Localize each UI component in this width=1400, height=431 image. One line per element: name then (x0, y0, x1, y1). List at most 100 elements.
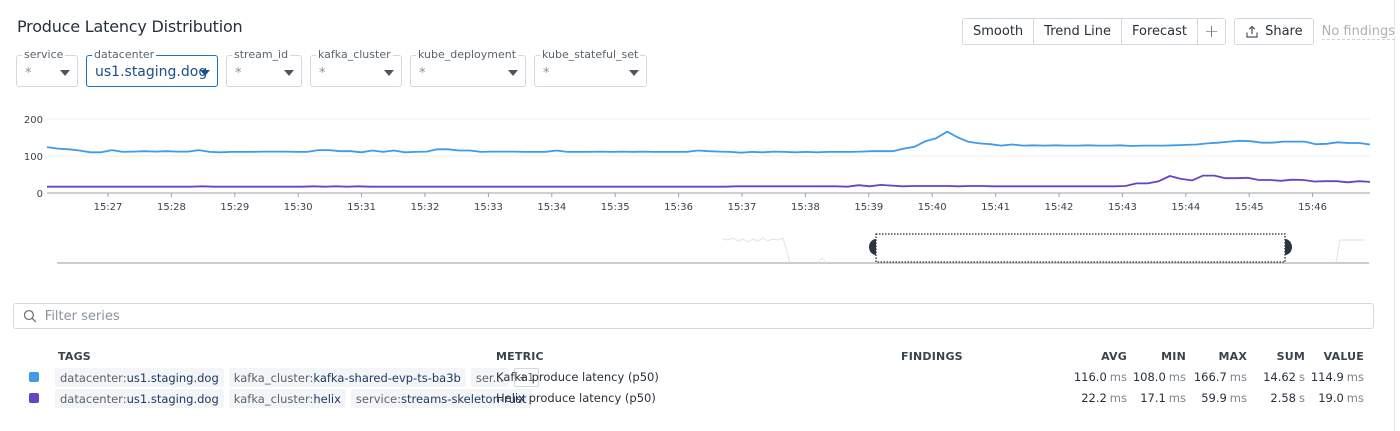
filter-value: us1.staging.dog (95, 64, 208, 80)
max-value: 59.9 ms (1201, 391, 1247, 405)
tag-key: kafka_cluster: (233, 391, 314, 406)
graph-options-group: Smooth Trend Line Forecast + (962, 18, 1227, 45)
min-value: 17.1 ms (1140, 391, 1186, 405)
sum-value: 2.58 s (1270, 391, 1305, 405)
filter-value: * (419, 66, 426, 81)
avg-value: 116.0 ms (1074, 370, 1127, 384)
tag-chip[interactable]: kafka_cluster: kafka-shared-evp-ts-ba3b (228, 368, 466, 387)
max-unit: ms (1229, 370, 1247, 384)
navigator-selection[interactable] (875, 233, 1286, 263)
smooth-button[interactable]: Smooth (963, 19, 1035, 44)
header-findings[interactable]: FINDINGS (901, 350, 963, 363)
x-tick-label: 15:40 (918, 202, 947, 213)
share-icon (1246, 25, 1258, 38)
series-line[interactable] (47, 174, 1371, 188)
avg-number: 22.2 (1081, 391, 1107, 405)
filter-kube-deployment[interactable]: kube_deployment * (410, 49, 526, 87)
navigator-canvas[interactable] (0, 225, 1400, 270)
tag-chip[interactable]: kafka_cluster: helix (228, 389, 346, 408)
header-avg[interactable]: AVG (1101, 350, 1127, 363)
tag-chip[interactable]: datacenter: us1.staging.dog (55, 389, 224, 408)
filter-value: * (25, 66, 32, 81)
current-value: 114.9 ms (1311, 370, 1364, 384)
tag-key: kafka_cluster: (233, 370, 314, 385)
series-line[interactable] (46, 130, 1371, 154)
share-label: Share (1265, 24, 1303, 39)
more-tags-button[interactable]: +1 (513, 368, 540, 387)
header-value[interactable]: VALUE (1323, 350, 1364, 363)
share-button[interactable]: Share (1234, 18, 1314, 45)
caret-down-icon (508, 70, 518, 76)
series-tags: datacenter: us1.staging.dog kafka_cluster… (55, 389, 532, 408)
tag-chip[interactable]: datacenter: us1.staging.dog (55, 368, 224, 387)
value-number: 19.0 (1318, 391, 1344, 405)
header-min[interactable]: MIN (1161, 350, 1186, 363)
header-metric[interactable]: METRIC (496, 350, 544, 363)
findings-status[interactable]: No findings (1321, 23, 1395, 40)
tag-chip[interactable]: service: streams-skeleton-rust (350, 389, 532, 408)
min-unit: ms (1168, 370, 1186, 384)
filter-value: * (543, 66, 550, 81)
filter-series-input[interactable] (44, 308, 1373, 324)
x-tick-label: 15:38 (791, 202, 820, 213)
trend-line-button[interactable]: Trend Line (1034, 19, 1122, 44)
legend-row[interactable]: datacenter: us1.staging.dog kafka_cluster… (0, 367, 1400, 387)
x-tick-label: 15:39 (854, 202, 883, 213)
metric-name: Helix produce latency (p50) (496, 391, 656, 405)
time-navigator[interactable] (0, 225, 1400, 270)
max-number: 166.7 (1193, 370, 1227, 384)
left-handle-icon[interactable] (869, 239, 876, 255)
header-tags[interactable]: TAGS (58, 350, 91, 363)
navigator-preview-line (1335, 239, 1365, 264)
x-tick-label: 15:33 (474, 202, 503, 213)
sum-unit: s (1299, 391, 1305, 405)
filter-series-search[interactable] (13, 303, 1374, 329)
filter-label: stream_id (232, 48, 291, 61)
tag-key: service: (355, 391, 401, 406)
header-sum[interactable]: SUM (1276, 350, 1305, 363)
series-color-swatch[interactable] (29, 372, 39, 382)
filter-datacenter[interactable]: datacenter us1.staging.dog (86, 49, 218, 87)
timeseries-chart[interactable]: 0 100 200 15:27 15:28 15:29 15:30 15:31 15:32 15:… (0, 105, 1400, 220)
x-tick-label: 15:36 (664, 202, 693, 213)
filter-label: kube_stateful_set (540, 48, 641, 61)
caret-down-icon (60, 70, 70, 76)
value-unit: ms (1346, 370, 1364, 384)
tag-chip[interactable]: ser... (470, 368, 509, 387)
value-number: 114.9 (1310, 370, 1344, 384)
max-unit: ms (1229, 391, 1247, 405)
avg-unit: ms (1109, 370, 1127, 384)
filter-label: datacenter (92, 48, 157, 61)
y-tick-label: 200 (24, 115, 43, 126)
sum-number: 2.58 (1270, 391, 1296, 405)
min-value: 108.0 ms (1133, 370, 1186, 384)
navigator-preview-line (817, 257, 827, 264)
filter-stream-id[interactable]: stream_id * (226, 49, 302, 87)
sum-number: 14.62 (1263, 370, 1296, 384)
tag-key: datacenter: (60, 391, 127, 406)
legend-row[interactable]: datacenter: us1.staging.dog kafka_cluster… (0, 388, 1400, 408)
filter-label: kube_deployment (416, 48, 519, 61)
x-tick-label: 15:28 (157, 202, 186, 213)
panel-right-border (1394, 0, 1395, 431)
min-unit: ms (1168, 391, 1186, 405)
max-value: 166.7 ms (1194, 370, 1247, 384)
caret-down-icon (629, 70, 639, 76)
x-tick-label: 15:45 (1235, 202, 1264, 213)
tag-value: us1.staging.dog (126, 370, 219, 385)
filter-kube-stateful-set[interactable]: kube_stateful_set * (534, 49, 647, 87)
header-max[interactable]: MAX (1218, 350, 1247, 363)
filter-label: kafka_cluster (316, 48, 393, 61)
series-color-swatch[interactable] (29, 393, 39, 403)
filter-kafka-cluster[interactable]: kafka_cluster * (310, 49, 402, 87)
avg-unit: ms (1109, 391, 1127, 405)
chart-canvas[interactable]: 0 100 200 15:27 15:28 15:29 15:30 15:31 15:32 15:… (0, 105, 1400, 220)
forecast-button[interactable]: Forecast (1121, 19, 1198, 44)
filter-service[interactable]: service * (16, 49, 78, 87)
x-tick-label: 15:31 (347, 202, 376, 213)
x-tick-label: 15:35 (601, 202, 630, 213)
add-function-button[interactable]: + (1198, 19, 1226, 44)
right-handle-icon[interactable] (1285, 239, 1292, 255)
template-variable-filters: service * datacenter us1.staging.dog str… (16, 49, 647, 87)
sum-value: 14.62 s (1263, 370, 1305, 384)
